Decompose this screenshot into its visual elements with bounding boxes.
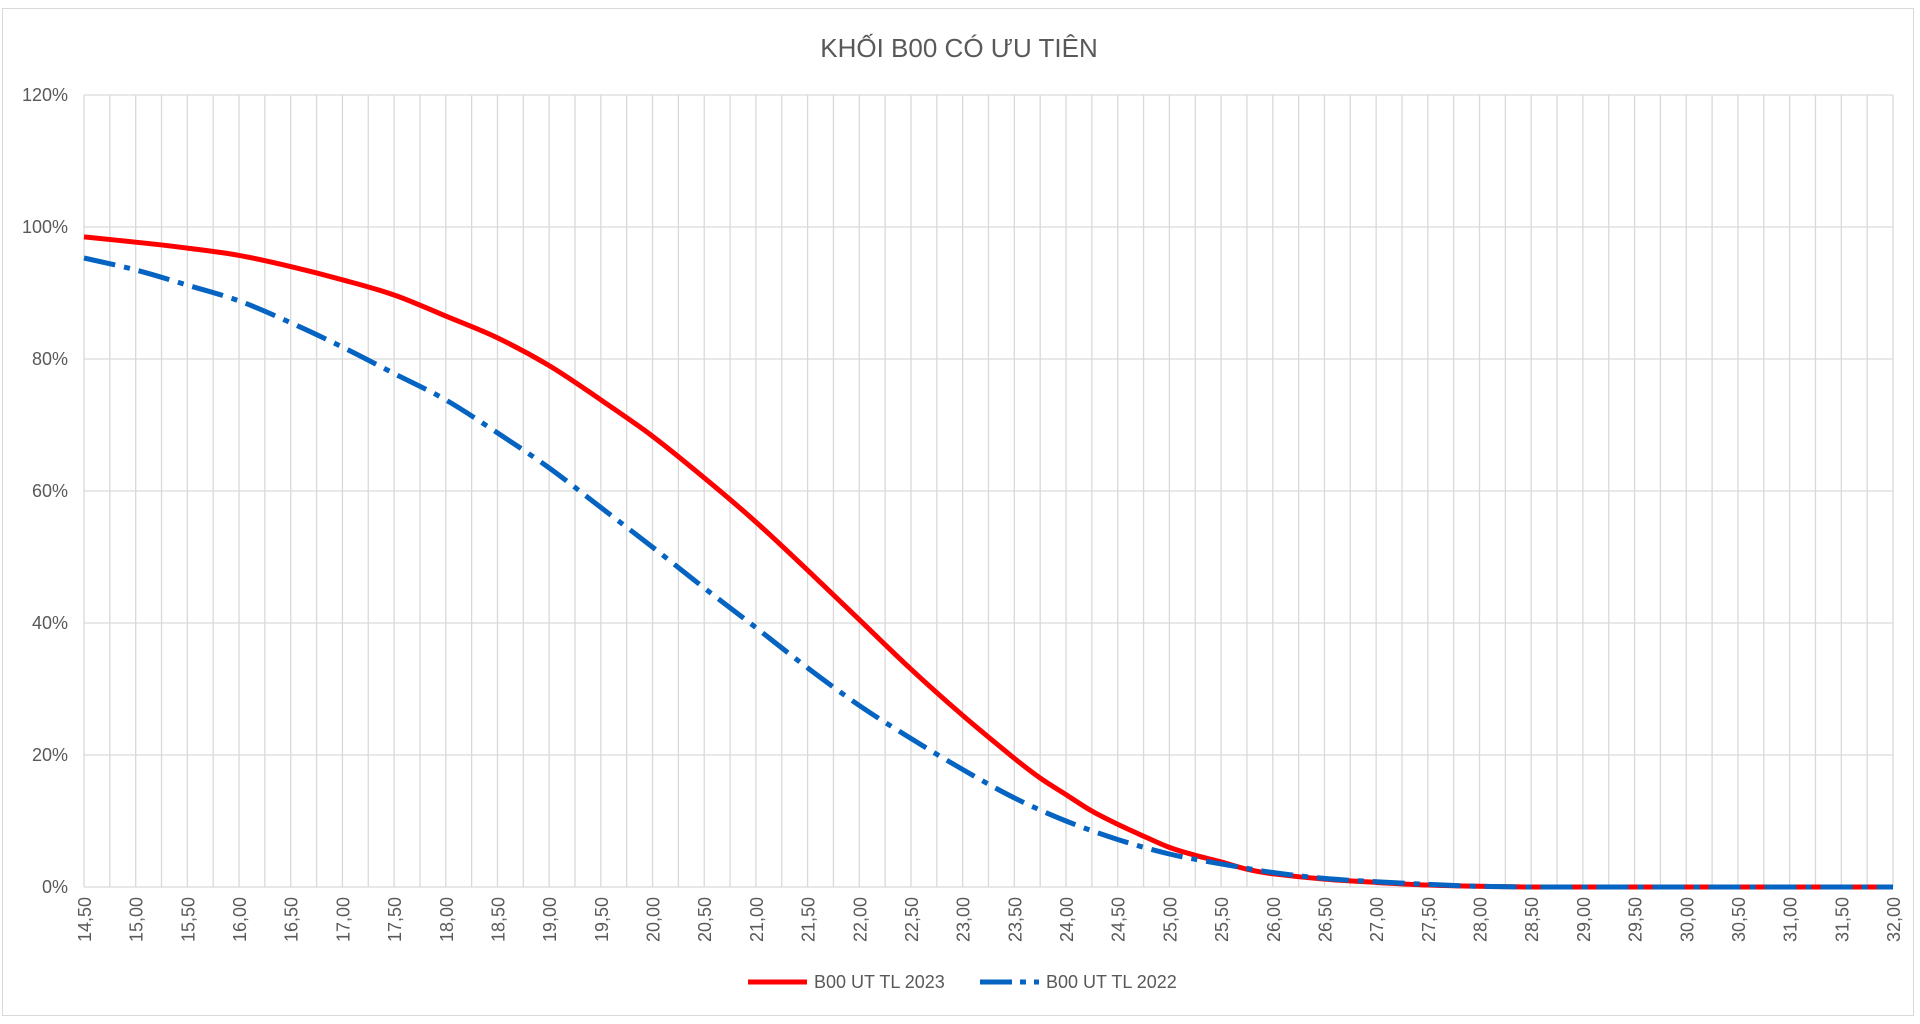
x-tick-label: 31,00 <box>1781 897 1801 942</box>
x-tick-label: 16,00 <box>230 897 250 942</box>
x-tick-label: 23,00 <box>954 897 974 942</box>
x-tick-label: 16,50 <box>282 897 302 942</box>
x-tick-label: 24,00 <box>1057 897 1077 942</box>
x-tick-label: 14,50 <box>75 897 95 942</box>
y-tick-label: 20% <box>32 745 68 765</box>
legend-label-2022: B00 UT TL 2022 <box>1046 972 1177 992</box>
x-tick-label: 21,00 <box>747 897 767 942</box>
x-tick-label: 24,50 <box>1109 897 1129 942</box>
x-tick-label: 22,50 <box>902 897 922 942</box>
x-tick-label: 28,00 <box>1471 897 1491 942</box>
x-tick-label: 30,00 <box>1677 897 1697 942</box>
x-tick-label: 18,50 <box>488 897 508 942</box>
x-tick-label: 26,50 <box>1315 897 1335 942</box>
x-tick-label: 32,00 <box>1884 897 1904 942</box>
x-tick-label: 30,50 <box>1729 897 1749 942</box>
x-tick-label: 15,00 <box>127 897 147 942</box>
x-tick-label: 17,50 <box>385 897 405 942</box>
x-tick-label: 28,50 <box>1522 897 1542 942</box>
x-tick-label: 23,50 <box>1005 897 1025 942</box>
series-lines <box>83 234 1893 890</box>
chart-frame: KHỐI B00 CÓ ƯU TIÊN 0% 20% 40% 60% 80% 100% 12… <box>2 8 1914 1016</box>
x-tick-label: 15,50 <box>178 897 198 942</box>
legend: B00 UT TL 2023 B00 UT TL 2022 <box>748 972 1177 992</box>
y-tick-label: 0% <box>42 877 68 897</box>
legend-label-2023: B00 UT TL 2023 <box>814 972 945 992</box>
x-tick-label: 31,50 <box>1832 897 1852 942</box>
x-tick-label: 20,50 <box>695 897 715 942</box>
x-axis-ticks: 14,50 15,00 15,50 16,00 16,50 17,00 17,50 18,00… <box>75 897 1904 942</box>
y-tick-label: 80% <box>32 349 68 369</box>
x-tick-label: 20,00 <box>644 897 664 942</box>
chart-title: KHỐI B00 CÓ ƯU TIÊN <box>820 33 1097 63</box>
y-tick-label: 60% <box>32 481 68 501</box>
legend-item-2022[interactable]: B00 UT TL 2022 <box>980 972 1177 992</box>
x-tick-label: 22,00 <box>850 897 870 942</box>
series-line-2022 <box>83 255 1893 890</box>
x-tick-label: 21,50 <box>799 897 819 942</box>
legend-item-2023[interactable]: B00 UT TL 2023 <box>748 972 945 992</box>
x-tick-label: 29,50 <box>1626 897 1646 942</box>
x-tick-label: 27,00 <box>1367 897 1387 942</box>
grid <box>83 94 1894 888</box>
x-tick-label: 19,00 <box>540 897 560 942</box>
y-axis-ticks: 0% 20% 40% 60% 80% 100% 120% <box>22 85 68 897</box>
chart-svg: KHỐI B00 CÓ ƯU TIÊN 0% 20% 40% 60% 80% 100% 12… <box>22 33 1904 992</box>
x-tick-label: 25,50 <box>1212 897 1232 942</box>
x-tick-label: 18,00 <box>437 897 457 942</box>
y-tick-label: 120% <box>22 85 68 105</box>
x-tick-label: 19,50 <box>592 897 612 942</box>
x-tick-label: 26,00 <box>1264 897 1284 942</box>
y-tick-label: 100% <box>22 217 68 237</box>
x-tick-label: 27,50 <box>1419 897 1439 942</box>
y-tick-label: 40% <box>32 613 68 633</box>
x-tick-label: 17,00 <box>333 897 353 942</box>
x-tick-label: 25,00 <box>1160 897 1180 942</box>
x-tick-label: 29,00 <box>1574 897 1594 942</box>
